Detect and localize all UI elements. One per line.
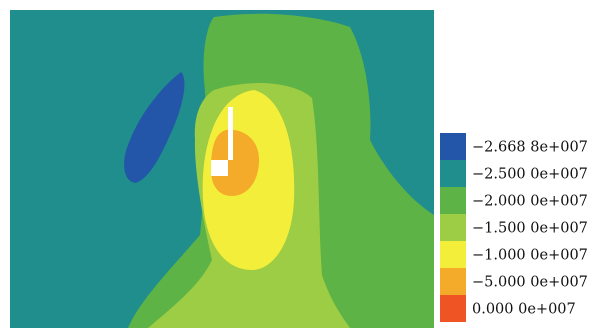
legend-swatch-5 xyxy=(440,268,466,295)
legend-label-5: −5.000 0e+007 xyxy=(472,275,588,291)
legend-swatch-6 xyxy=(440,295,466,322)
legend-label-2: −2.000 0e+007 xyxy=(472,194,588,210)
contour-region-orange xyxy=(211,129,260,196)
contour-region-blue-lobe xyxy=(124,72,185,183)
legend-swatch-1 xyxy=(440,160,466,187)
legend-label-6: 0.000 0e+007 xyxy=(472,302,576,318)
legend-label-4: −1.000 0e+007 xyxy=(472,248,588,264)
color-legend: −2.668 8e+007 −2.500 0e+007 −2.000 0e+007 −… xyxy=(440,133,588,322)
notch-cutout xyxy=(211,107,233,176)
contour-field xyxy=(10,10,434,328)
legend-label-0: −2.668 8e+007 xyxy=(472,140,588,156)
legend-swatch-3 xyxy=(440,214,466,241)
legend-label-3: −1.500 0e+007 xyxy=(472,221,588,237)
legend-swatch-4 xyxy=(440,241,466,268)
legend-label-1: −2.500 0e+007 xyxy=(472,167,588,183)
legend-swatch-2 xyxy=(440,187,466,214)
legend-swatch-0 xyxy=(440,133,466,160)
